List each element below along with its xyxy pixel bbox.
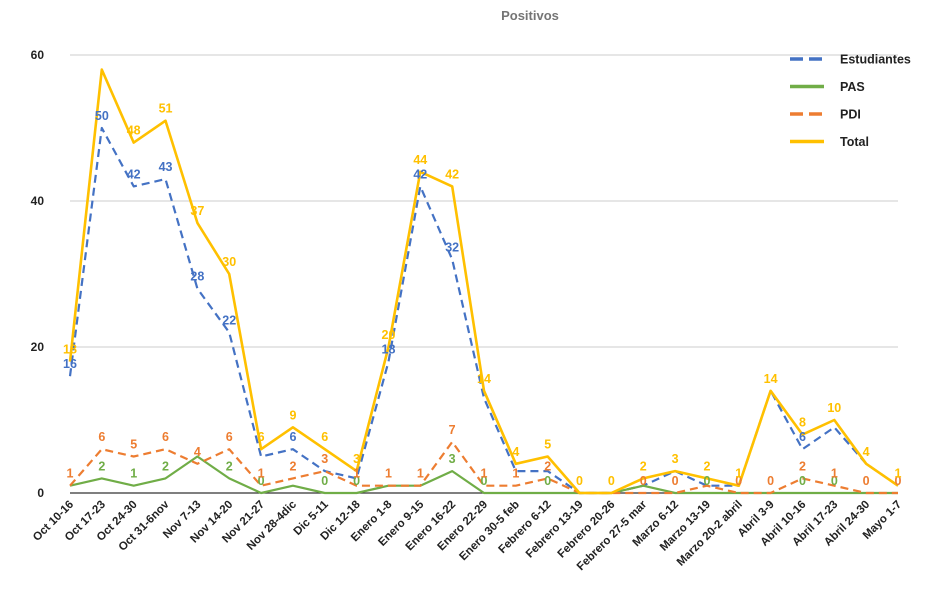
data-label-estudiantes: 42 xyxy=(413,167,427,181)
data-label-estudiantes: 6 xyxy=(289,430,296,444)
data-label-pdi: 1 xyxy=(512,467,519,481)
data-label-pdi: 0 xyxy=(767,474,774,488)
data-label-pdi: 1 xyxy=(385,467,392,481)
data-label-estudiantes: 50 xyxy=(95,109,109,123)
legend: Estudiantes PAS PDI Total xyxy=(790,53,911,149)
data-label-pdi: 2 xyxy=(544,459,551,473)
data-label-total: 51 xyxy=(159,102,173,116)
data-label-pas: 1 xyxy=(130,467,137,481)
data-label-estudiantes: 22 xyxy=(222,313,236,327)
data-label-estudiantes: 28 xyxy=(190,270,204,284)
data-label-total: 18 xyxy=(63,343,77,357)
data-label-total: 3 xyxy=(353,452,360,466)
data-label-pdi: 6 xyxy=(98,430,105,444)
data-label-total: 9 xyxy=(289,408,296,422)
data-label-total: 48 xyxy=(127,124,141,138)
data-label-pdi: 7 xyxy=(449,423,456,437)
data-label-pdi: 2 xyxy=(799,459,806,473)
data-label-total: 0 xyxy=(576,474,583,488)
data-label-total: 3 xyxy=(672,452,679,466)
data-label-pas: 0 xyxy=(353,474,360,488)
data-label-pdi: 1 xyxy=(481,467,488,481)
data-label-total: 8 xyxy=(799,416,806,430)
data-label-total: 4 xyxy=(512,445,519,459)
data-label-total: 30 xyxy=(222,255,236,269)
data-label-pas: 2 xyxy=(98,459,105,473)
legend-label: PAS xyxy=(840,80,865,94)
data-label-pdi: 6 xyxy=(162,430,169,444)
data-label-pas: 3 xyxy=(449,452,456,466)
legend-item-estudiantes: Estudiantes xyxy=(790,53,911,67)
data-label-pas: 0 xyxy=(703,474,710,488)
y-tick-label: 20 xyxy=(31,340,45,354)
data-label-pas: 0 xyxy=(831,474,838,488)
x-tick-label: Febrero 13-19 xyxy=(524,499,586,561)
x-tick-label: Febrero 20-26 xyxy=(556,499,618,561)
data-label-pdi: 0 xyxy=(863,474,870,488)
data-label-total: 1 xyxy=(735,467,742,481)
legend-item-pdi: PDI xyxy=(790,108,861,122)
data-label-pas: 2 xyxy=(162,459,169,473)
y-tick-label: 40 xyxy=(31,194,45,208)
data-label-estudiantes: 6 xyxy=(799,430,806,444)
chart-title: Positivos xyxy=(501,8,559,23)
data-label-total: 20 xyxy=(382,328,396,342)
data-label-pdi: 0 xyxy=(672,474,679,488)
data-label-pas: 0 xyxy=(321,474,328,488)
data-label-pas: 0 xyxy=(799,474,806,488)
data-label-estudiantes: 32 xyxy=(445,240,459,254)
data-label-total: 6 xyxy=(258,430,265,444)
data-label-total: 10 xyxy=(827,401,841,415)
data-label-pdi: 1 xyxy=(67,467,74,481)
data-label-pdi: 3 xyxy=(321,452,328,466)
data-label-pdi: 4 xyxy=(194,445,201,459)
data-label-estudiantes: 43 xyxy=(159,160,173,174)
data-label-total: 6 xyxy=(321,430,328,444)
data-label-pdi: 2 xyxy=(289,459,296,473)
data-label-total: 44 xyxy=(413,153,427,167)
series-line-pdi xyxy=(69,440,898,495)
data-label-total: 14 xyxy=(764,372,778,386)
legend-item-pas: PAS xyxy=(790,80,865,94)
series-lines xyxy=(68,68,899,495)
data-label-total: 4 xyxy=(863,445,870,459)
data-label-pas: 2 xyxy=(226,459,233,473)
data-label-pdi: 5 xyxy=(130,438,137,452)
data-label-total: 1 xyxy=(895,467,902,481)
data-label-pdi: 1 xyxy=(831,467,838,481)
data-label-pdi: 1 xyxy=(417,467,424,481)
y-tick-label: 0 xyxy=(37,486,44,500)
data-label-estudiantes: 18 xyxy=(382,343,396,357)
data-label-pas: 0 xyxy=(481,474,488,488)
legend-label: Total xyxy=(840,135,869,149)
data-label-pdi: 6 xyxy=(226,430,233,444)
y-axis: 0 20 40 60 xyxy=(31,48,45,500)
data-label-estudiantes: 16 xyxy=(63,357,77,371)
data-label-total: 37 xyxy=(190,204,204,218)
data-label-pdi: 0 xyxy=(895,474,902,488)
data-label-pdi: 0 xyxy=(735,474,742,488)
data-label-pas: 0 xyxy=(544,474,551,488)
data-label-total: 5 xyxy=(544,438,551,452)
data-label-pas: 0 xyxy=(258,474,265,488)
series-line-total xyxy=(68,68,899,495)
data-label-total: 42 xyxy=(445,167,459,181)
legend-item-total: Total xyxy=(790,135,869,149)
legend-label: Estudiantes xyxy=(840,53,911,67)
legend-label: PDI xyxy=(840,108,861,122)
data-label-pdi: 1 xyxy=(258,467,265,481)
data-label-total: 0 xyxy=(608,474,615,488)
data-label-pdi: 0 xyxy=(640,474,647,488)
data-label-estudiantes: 42 xyxy=(127,167,141,181)
series-line-estudiantes xyxy=(68,126,899,495)
y-tick-label: 60 xyxy=(31,48,45,62)
data-label-total: 2 xyxy=(640,459,647,473)
data-label-total: 14 xyxy=(477,372,491,386)
data-label-total: 2 xyxy=(703,459,710,473)
data-label-pdi: 1 xyxy=(353,467,360,481)
